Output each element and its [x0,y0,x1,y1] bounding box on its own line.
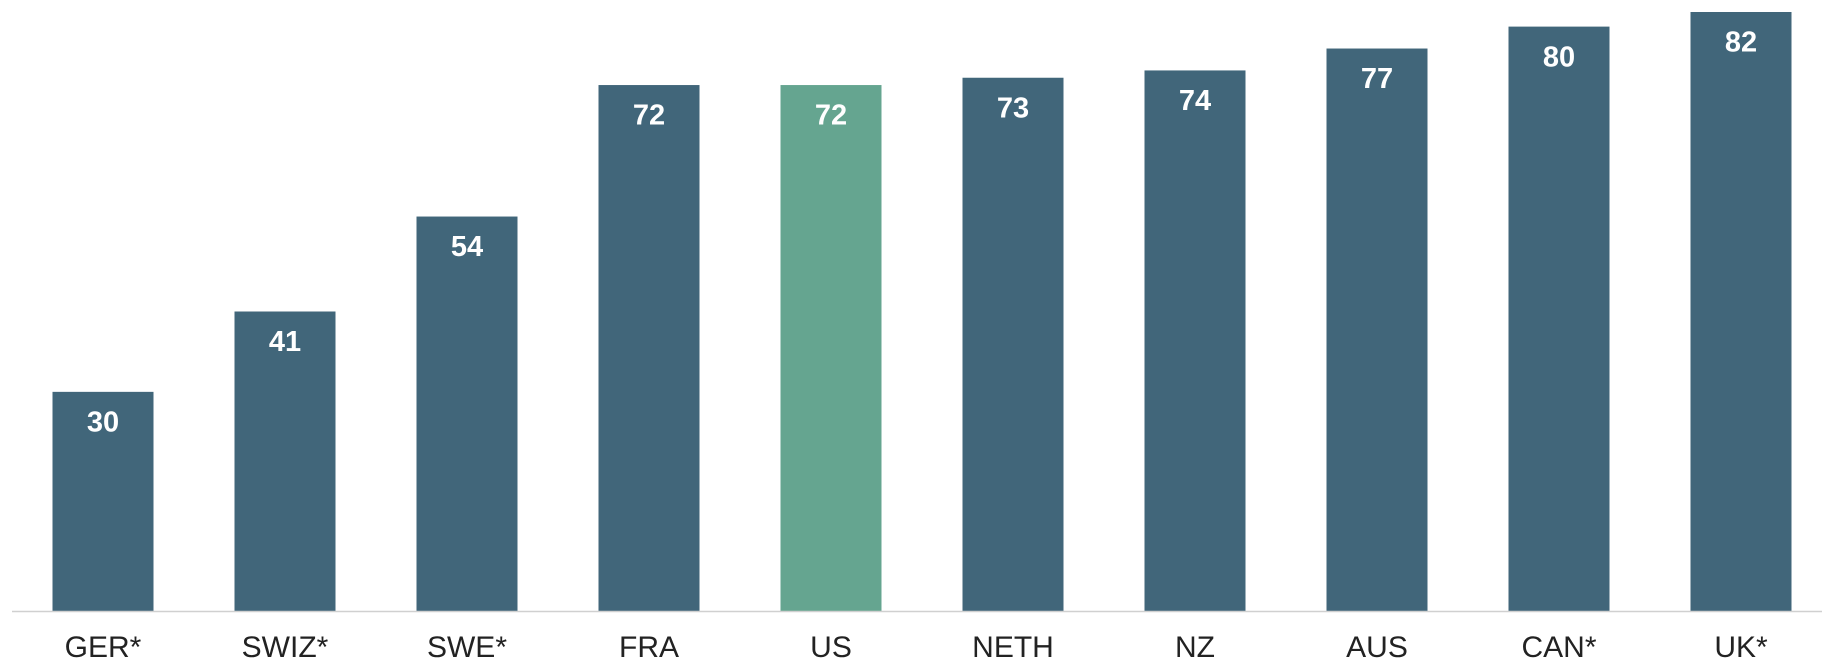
bar [1144,70,1246,611]
bar [962,77,1064,612]
bar [234,311,336,611]
value-label: 77 [1361,63,1393,95]
value-label: 73 [997,92,1029,124]
value-label: 72 [633,100,665,132]
value-label: 74 [1179,85,1211,117]
x-tick-label: UK* [1714,631,1768,664]
value-label: 41 [269,326,301,358]
value-label: 54 [451,231,483,263]
x-tick-label: US [810,631,852,664]
bar [780,85,882,612]
value-label: 82 [1725,27,1757,59]
bar [416,216,518,611]
x-tick-label: AUS [1346,631,1408,664]
x-tick-label: GER* [65,631,142,664]
bar [1326,48,1428,611]
x-tick-label: NZ [1175,631,1215,664]
value-label: 30 [87,407,119,439]
x-tick-label: SWIZ* [242,631,329,664]
bar [1690,12,1792,611]
bar [52,391,154,611]
bar [598,85,700,612]
x-tick-label: NETH [972,631,1054,664]
x-tick-label: FRA [619,631,679,664]
x-tick-label: SWE* [427,631,507,664]
value-label: 80 [1543,41,1575,73]
bar [1508,26,1610,612]
x-tick-label: CAN* [1521,631,1596,664]
value-label: 72 [815,100,847,132]
